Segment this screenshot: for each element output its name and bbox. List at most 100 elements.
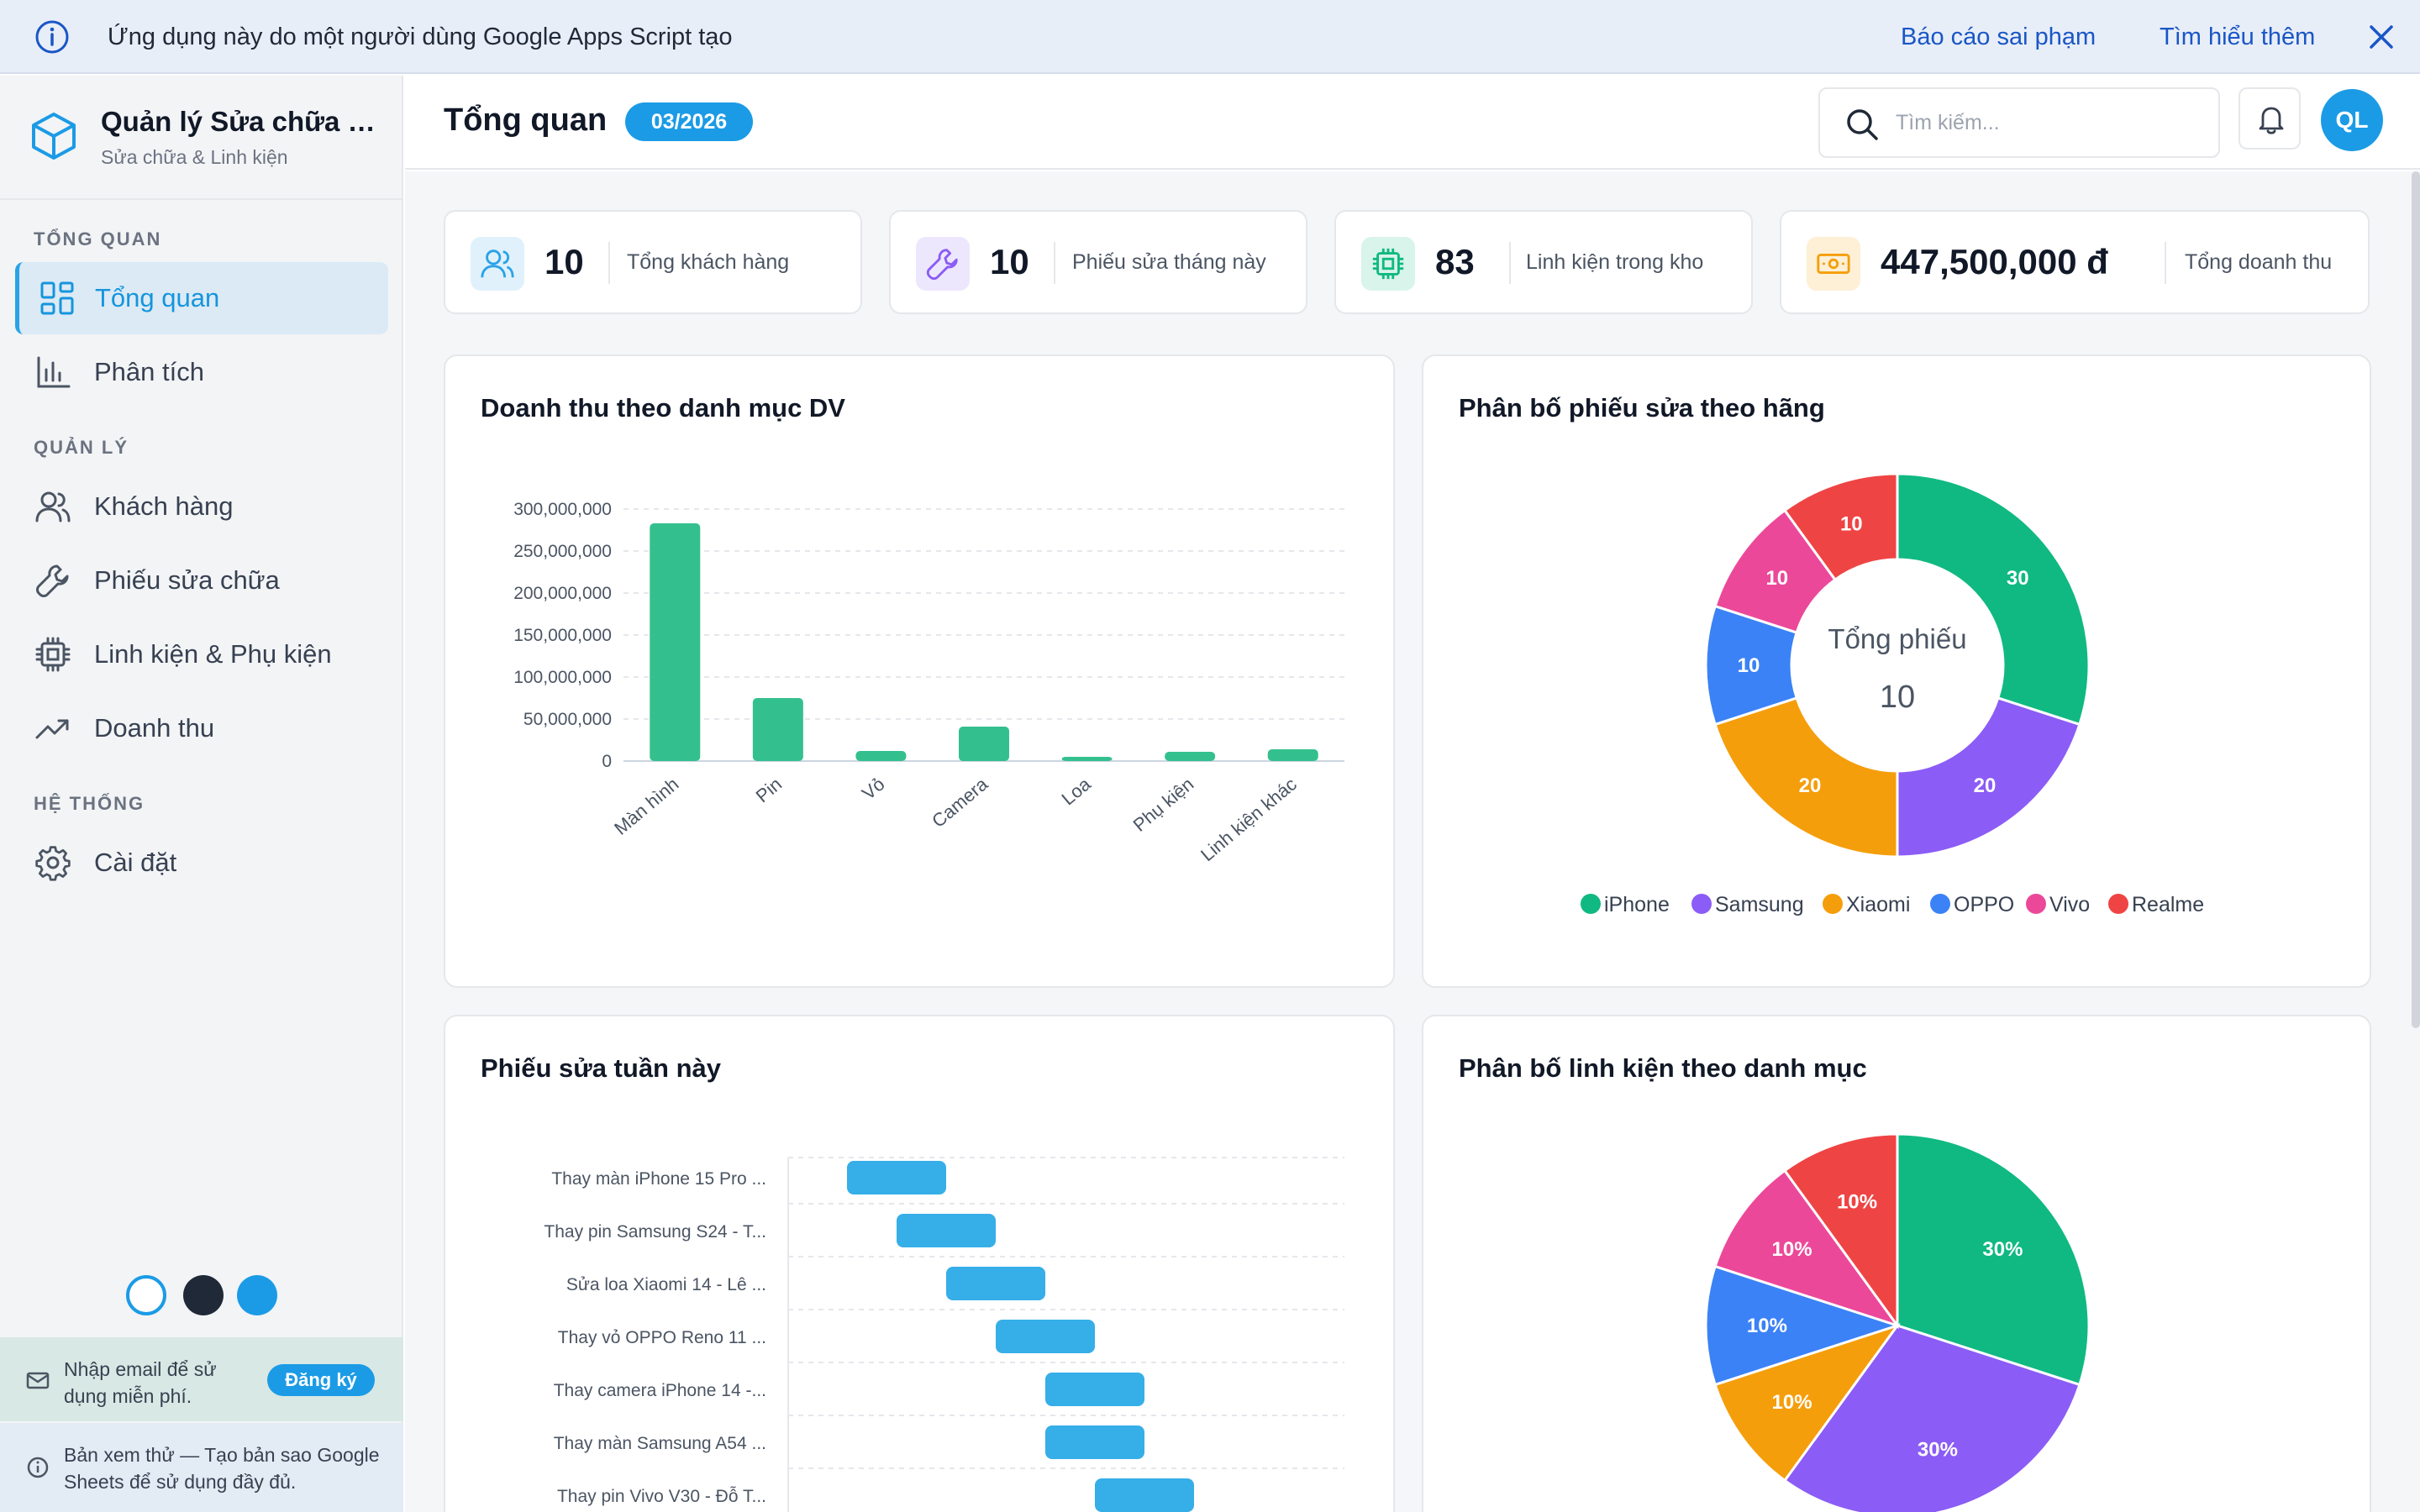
bar bbox=[752, 698, 803, 761]
sidebar: Quản lý Sửa chữa Đi... Sửa chữa & Linh k… bbox=[0, 76, 403, 1512]
pie-slice bbox=[1896, 1132, 2091, 1387]
search-box[interactable]: Tìm kiếm... bbox=[1818, 87, 2220, 158]
sidebar-item-analytics[interactable]: Phân tích bbox=[15, 336, 388, 408]
task-bar bbox=[946, 1267, 1045, 1300]
kpi-divider bbox=[608, 242, 610, 284]
legend-label: Vivo bbox=[2049, 893, 2090, 916]
kpi-card-revenue[interactable]: 447,500,000 đ Tổng doanh thu bbox=[1780, 210, 2370, 314]
notifications-button[interactable] bbox=[2238, 87, 2301, 150]
task-label: Thay màn iPhone 15 Pro ... bbox=[551, 1169, 766, 1189]
trial-notice: Bản xem thử — Tạo bản sao Google Sheets … bbox=[0, 1423, 403, 1512]
signup-bar: Nhập email để sử dụng miễn phí. Đăng ký bbox=[0, 1337, 403, 1421]
money-icon bbox=[1807, 237, 1860, 291]
bar bbox=[650, 523, 701, 761]
trial-text: Bản xem thử — Tạo bản sao Google Sheets … bbox=[64, 1444, 380, 1493]
info-banner: Ứng dụng này do một người dùng Google Ap… bbox=[0, 0, 2420, 74]
users-icon bbox=[35, 491, 71, 522]
task-label: Thay camera iPhone 14 -... bbox=[554, 1381, 766, 1400]
y-tick-label: 50,000,000 bbox=[523, 710, 612, 729]
signup-button[interactable]: Đăng ký bbox=[267, 1364, 375, 1396]
chart-title: Phân bố phiếu sửa theo hãng bbox=[1459, 393, 1825, 423]
x-tick-label: Màn hình bbox=[610, 774, 682, 839]
pie-slice bbox=[1704, 1264, 1902, 1387]
slice-percent-label: 30% bbox=[1918, 1438, 1958, 1461]
wrench-icon bbox=[916, 237, 970, 291]
theme-dark-button[interactable] bbox=[183, 1275, 224, 1315]
gear-icon bbox=[35, 846, 71, 881]
donut-center-label: Tổng phiếu bbox=[1828, 623, 1966, 654]
legend-label: Samsung bbox=[1715, 893, 1804, 916]
page-title: Tổng quan bbox=[444, 102, 608, 138]
slice-percent-label: 10% bbox=[1772, 1238, 1812, 1261]
sidebar-item-repair-tickets[interactable]: Phiếu sửa chữa bbox=[15, 544, 388, 617]
pie-slice bbox=[1782, 1132, 1899, 1330]
task-bar bbox=[1095, 1478, 1194, 1512]
x-tick-label: Phụ kiện bbox=[1129, 774, 1198, 836]
kpi-value: 10 bbox=[990, 242, 1029, 281]
legend-swatch bbox=[2108, 894, 2128, 914]
kpi-label: Tổng doanh thu bbox=[2185, 250, 2333, 274]
section-label-system: HỆ THỐNG bbox=[34, 793, 145, 814]
sidebar-item-label: Khách hàng bbox=[94, 491, 234, 521]
kpi-card-repairs[interactable]: 10 Phiếu sửa tháng này bbox=[889, 210, 1307, 314]
sidebar-item-overview[interactable]: Tổng quan bbox=[15, 262, 388, 334]
donut-slice bbox=[1713, 696, 1899, 858]
close-icon[interactable] bbox=[2366, 22, 2396, 52]
slice-value-label: 10 bbox=[1765, 567, 1788, 590]
y-tick-label: 250,000,000 bbox=[513, 542, 612, 561]
legend-swatch bbox=[2026, 894, 2046, 914]
kpi-label: Tổng khách hàng bbox=[627, 250, 790, 274]
donut-slice bbox=[1896, 472, 2091, 727]
task-bar bbox=[897, 1214, 996, 1247]
chart-title: Phiếu sửa tuần này bbox=[481, 1053, 722, 1083]
info-icon bbox=[27, 1457, 49, 1478]
info-icon bbox=[35, 20, 69, 54]
avatar[interactable]: QL bbox=[2321, 89, 2383, 151]
bar bbox=[1061, 757, 1113, 761]
kpi-divider bbox=[1509, 242, 1511, 284]
donut-center-value: 10 bbox=[1880, 680, 1915, 715]
slice-percent-label: 30% bbox=[1982, 1238, 2023, 1261]
kpi-card-parts[interactable]: 83 Linh kiện trong kho bbox=[1334, 210, 1753, 314]
x-tick-label: Camera bbox=[928, 773, 992, 832]
weekly-tickets-chart: Thay màn iPhone 15 Pro ... Thay pin Samsu… bbox=[544, 1157, 1344, 1512]
sidebar-item-label: Phân tích bbox=[94, 357, 204, 386]
search-input[interactable]: Tìm kiếm... bbox=[1896, 111, 2000, 134]
slice-percent-label: 10% bbox=[1837, 1191, 1877, 1214]
app-title: Quản lý Sửa chữa Đi... bbox=[101, 106, 387, 137]
bar-chart-icon bbox=[37, 356, 71, 388]
task-label: Thay màn Samsung A54 ... bbox=[554, 1434, 766, 1453]
legend-swatch bbox=[1823, 894, 1843, 914]
app-subtitle: Sửa chữa & Linh kiện bbox=[101, 146, 288, 168]
search-icon bbox=[1847, 109, 1878, 140]
sidebar-item-parts[interactable]: Linh kiện & Phụ kiện bbox=[15, 618, 388, 690]
task-bar bbox=[847, 1161, 946, 1194]
month-badge[interactable]: 03/2026 bbox=[625, 102, 753, 141]
chart-title: Phân bố linh kiện theo danh mục bbox=[1459, 1053, 1867, 1083]
kpi-divider bbox=[2165, 242, 2166, 284]
theme-light-button[interactable] bbox=[126, 1275, 166, 1315]
scrollbar[interactable] bbox=[2412, 171, 2420, 1028]
slice-value-label: 10 bbox=[1840, 513, 1863, 536]
theme-blue-button[interactable] bbox=[237, 1275, 277, 1315]
sidebar-item-customers[interactable]: Khách hàng bbox=[15, 470, 388, 543]
page-header: Tổng quan 03/2026 Tìm kiếm... QL bbox=[405, 76, 2420, 170]
tickets-by-brand-card: Phân bố phiếu sửa theo hãng 30 20 20 10 10 10… bbox=[1422, 354, 2371, 988]
legend-label: iPhone bbox=[1604, 893, 1670, 916]
cube-logo-icon bbox=[32, 113, 76, 160]
signup-text: Nhập email để sử dụng miễn phí. bbox=[64, 1358, 217, 1407]
task-bar bbox=[1045, 1373, 1144, 1406]
sidebar-item-revenue[interactable]: Doanh thu bbox=[15, 692, 388, 764]
sidebar-item-settings[interactable]: Cài đặt bbox=[15, 827, 388, 899]
parts-by-category-card: Phân bố linh kiện theo danh mục 30% 30% 10… bbox=[1422, 1015, 2371, 1512]
task-label: Thay vỏ OPPO Reno 11 ... bbox=[558, 1328, 766, 1347]
bar bbox=[959, 727, 1009, 761]
brand: Quản lý Sửa chữa Đi... Sửa chữa & Linh k… bbox=[0, 76, 403, 200]
learn-more-link[interactable]: Tìm hiểu thêm bbox=[2160, 24, 2316, 50]
report-abuse-link[interactable]: Báo cáo sai phạm bbox=[1901, 24, 2096, 50]
chip-icon bbox=[35, 637, 71, 672]
kpi-card-customers[interactable]: 10 Tổng khách hàng bbox=[444, 210, 862, 314]
chart-title: Doanh thu theo danh mục DV bbox=[481, 393, 845, 423]
sidebar-item-label: Phiếu sửa chữa bbox=[94, 565, 280, 595]
y-tick-label: 0 bbox=[602, 752, 612, 771]
